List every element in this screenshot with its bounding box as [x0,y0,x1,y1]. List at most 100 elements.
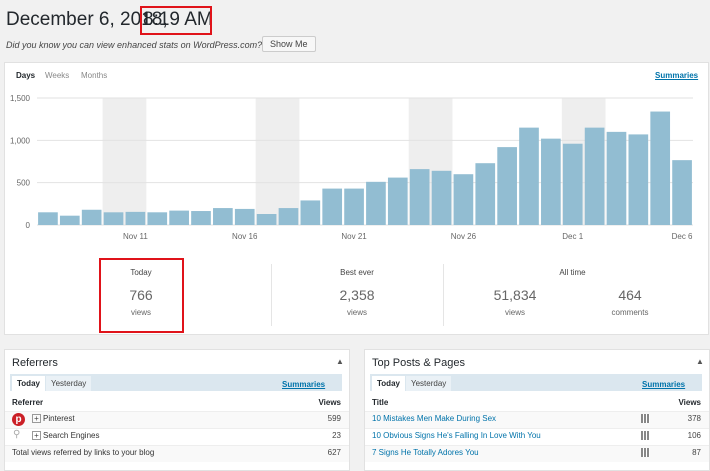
summary-value: 464 [618,287,642,303]
bar [519,127,539,225]
bar [147,212,168,225]
panel-tab[interactable]: Today [12,376,45,391]
date: December 6, 2018, [6,9,168,30]
x-tick-label: Nov 11 [123,232,148,241]
bar [584,127,605,225]
row-views: 627 [327,448,341,457]
row-bg [365,428,709,445]
row-views: 599 [327,414,341,423]
summary-label: Best ever [340,268,374,277]
summaries-link[interactable]: Summaries [655,71,699,80]
bar [213,208,233,225]
chart-tab[interactable]: Months [81,71,108,80]
summary-label: Today [130,268,152,277]
row-title: Total views referred by links to your bl… [12,448,155,457]
bar [81,209,102,225]
panel-tab[interactable]: Yesterday [46,376,92,391]
bar [475,163,496,225]
column-header: Title [372,398,389,407]
row-title: Pinterest [43,414,75,423]
row-views: 106 [687,431,701,440]
row-title[interactable]: 7 Signs He Totally Adores You [372,448,479,457]
y-tick-label: 1,000 [10,136,31,145]
bar [234,208,255,225]
panel-tab[interactable]: Yesterday [406,376,452,391]
x-tick-label: Dec 1 [562,232,583,241]
summary-value: 766 [129,287,153,303]
chart-icon [641,448,650,457]
bar [650,111,671,225]
row-title[interactable]: 10 Mistakes Men Make During Sex [372,414,497,423]
bar [409,169,430,225]
x-tick-label: Dec 6 [672,232,693,241]
x-tick-label: Nov 21 [341,232,367,241]
row-bg [5,428,349,445]
bar [366,181,386,225]
tab-bar [10,374,342,391]
time: 8:19 AM [143,9,213,30]
column-header: Views [678,398,701,407]
chart-tab[interactable]: Weeks [45,71,70,80]
x-tick-label: Nov 26 [451,232,477,241]
notice: Did you know you can view enhanced stats… [6,40,263,50]
column-header: Views [318,398,341,407]
search-icon: ⚲ [13,429,21,440]
row-views: 23 [332,431,341,440]
bar [453,174,474,225]
row-title: Search Engines [43,431,100,440]
panel-title: Top Posts & Pages [372,357,465,369]
x-tick-label: Nov 16 [232,232,258,241]
row-views: 378 [687,414,701,423]
row-views: 87 [692,448,701,457]
summary-unit: views [346,308,368,317]
bar [125,211,146,225]
row-bg [5,411,349,428]
y-tick-label: 1,500 [10,94,31,103]
pinterest-icon: p [12,413,25,426]
bar [322,188,343,225]
bar [169,210,189,225]
summary-label: All time [559,268,586,277]
row-title[interactable]: 10 Obvious Signs He's Falling In Love Wi… [372,431,541,440]
collapse-icon: ▲ [336,357,344,366]
summary-unit: views [130,308,152,317]
divider [443,264,444,326]
divider [271,264,272,326]
bar [672,160,692,225]
bar [431,170,452,225]
bar [628,134,649,225]
bar [278,208,299,225]
highlight-box [140,6,212,35]
bar [191,211,211,225]
weekend-shade [255,98,300,225]
page: December 6, 2018, 8:19 AM Did you know y… [4,6,710,471]
summaries-link[interactable]: Summaries [282,380,326,389]
bar [103,212,124,225]
chart-icon [641,414,650,423]
bar [300,200,321,225]
chart: 0 500 1,000 1,500 Nov 11 Nov 16 Nov 21 Nov 26 De… [10,94,693,241]
summaries-link[interactable]: Summaries [642,380,686,389]
weekend-shade [102,98,147,225]
y-tick-label: 0 [26,221,31,230]
bar [541,138,561,225]
panel-tab[interactable]: Today [372,376,405,391]
y-tick-label: 500 [17,179,31,188]
summary-value: 51,834 [493,287,537,303]
bar [562,143,583,225]
show-me-button[interactable]: Show Me [262,36,316,52]
expand-icon: + [32,431,41,440]
column-header: Referrer [12,398,44,407]
tab-bar [370,374,702,391]
chart-icon [641,431,650,440]
summary-unit: views [504,308,526,317]
bar [344,188,364,225]
bar [606,131,627,225]
highlight-box [99,258,184,333]
row-bg [365,411,709,428]
bar [387,177,408,225]
chart-tab[interactable]: Days [16,71,36,80]
bar [497,147,517,225]
collapse-icon: ▲ [696,357,704,366]
bar [38,212,58,225]
